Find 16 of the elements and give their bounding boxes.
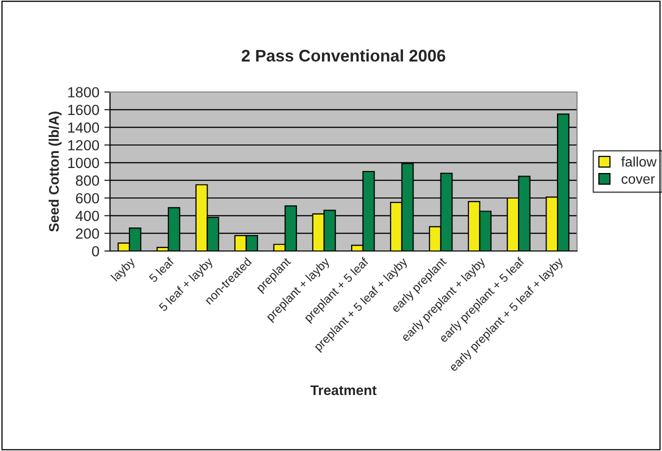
y-axis-title: Seed Cotton (lb/A) (48, 112, 62, 232)
y-tick-label: 1200 (68, 140, 100, 150)
y-tick-label: 0 (92, 246, 100, 256)
legend-label: cover (622, 176, 655, 184)
y-tick-label: 1000 (68, 158, 100, 168)
x-axis-title: Treatment (310, 385, 377, 396)
y-tick-label: 200 (76, 228, 100, 239)
chart-title: 2 Pass Conventional 2006 (242, 49, 446, 62)
y-tick-label: 1600 (68, 104, 100, 116)
y-tick-label: 800 (76, 175, 100, 186)
legend-label: fallow (621, 156, 657, 167)
x-tick-label: 5 leaf (148, 256, 175, 283)
y-tick-label: 600 (76, 193, 100, 204)
y-tick-label: 400 (76, 210, 100, 222)
y-tick-label: 1400 (68, 122, 100, 133)
y-tick-label: 1800 (68, 87, 100, 98)
